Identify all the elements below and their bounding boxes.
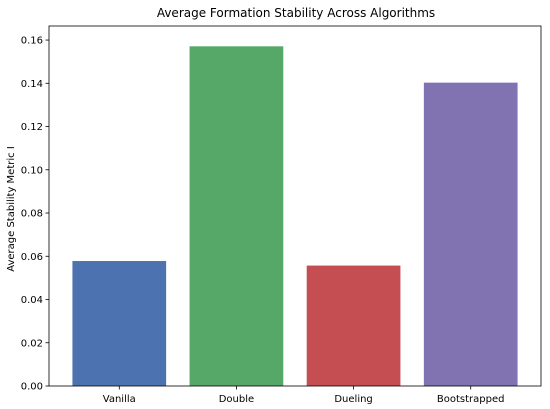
y-tick-label: 0.04	[21, 295, 43, 306]
y-tick-label: 0.12	[21, 122, 43, 133]
y-tick-label: 0.10	[21, 165, 43, 176]
x-tick-label: Vanilla	[103, 394, 136, 405]
chart-title: Average Formation Stability Across Algor…	[157, 6, 435, 20]
bar-bootstrapped	[423, 82, 518, 387]
y-tick-label: 0.02	[21, 338, 43, 349]
bar-double	[189, 46, 284, 386]
y-axis-title: Average Stability Metric I	[6, 146, 17, 272]
plot-frame	[48, 25, 542, 387]
y-tick-label: 0.16	[21, 36, 43, 47]
bar-dueling	[306, 265, 401, 386]
y-tick-label: 0.14	[21, 79, 43, 90]
x-tick-label: Bootstrapped	[437, 394, 505, 405]
y-tick-label: 0.06	[21, 252, 43, 263]
x-tick-label: Dueling	[334, 394, 372, 405]
bars-group	[72, 46, 518, 387]
x-tick-label: Double	[219, 394, 254, 405]
x-axis: Vanilla Double Dueling Bootstrapped	[103, 386, 505, 405]
y-tick-label: 0.08	[21, 209, 43, 220]
y-axis: 0.00 0.02 0.04 0.06 0.08 0.10 0.12 0.14 0.16	[21, 36, 49, 393]
bar-vanilla	[72, 261, 167, 386]
y-tick-label: 0.00	[21, 382, 43, 393]
